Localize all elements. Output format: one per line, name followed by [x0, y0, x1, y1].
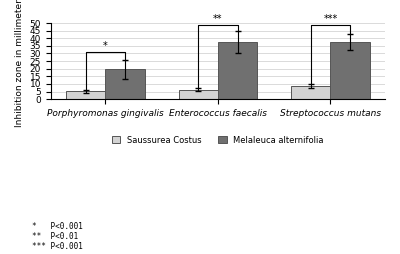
Text: **: ** — [213, 14, 223, 24]
Text: *   P<0.001
**  P<0.01
*** P<0.001: * P<0.001 ** P<0.01 *** P<0.001 — [32, 222, 83, 251]
Y-axis label: Inhibition zone in millimeters: Inhibition zone in millimeters — [15, 0, 24, 127]
Bar — [66, 91, 105, 99]
Bar — [218, 42, 257, 99]
Bar — [330, 42, 370, 99]
Bar — [105, 69, 145, 99]
Text: *: * — [103, 41, 108, 51]
Text: ***: *** — [323, 14, 338, 24]
Bar — [178, 90, 218, 99]
Bar — [291, 86, 330, 99]
Legend: Saussurea Costus, Melaleuca alternifolia: Saussurea Costus, Melaleuca alternifolia — [109, 132, 327, 148]
